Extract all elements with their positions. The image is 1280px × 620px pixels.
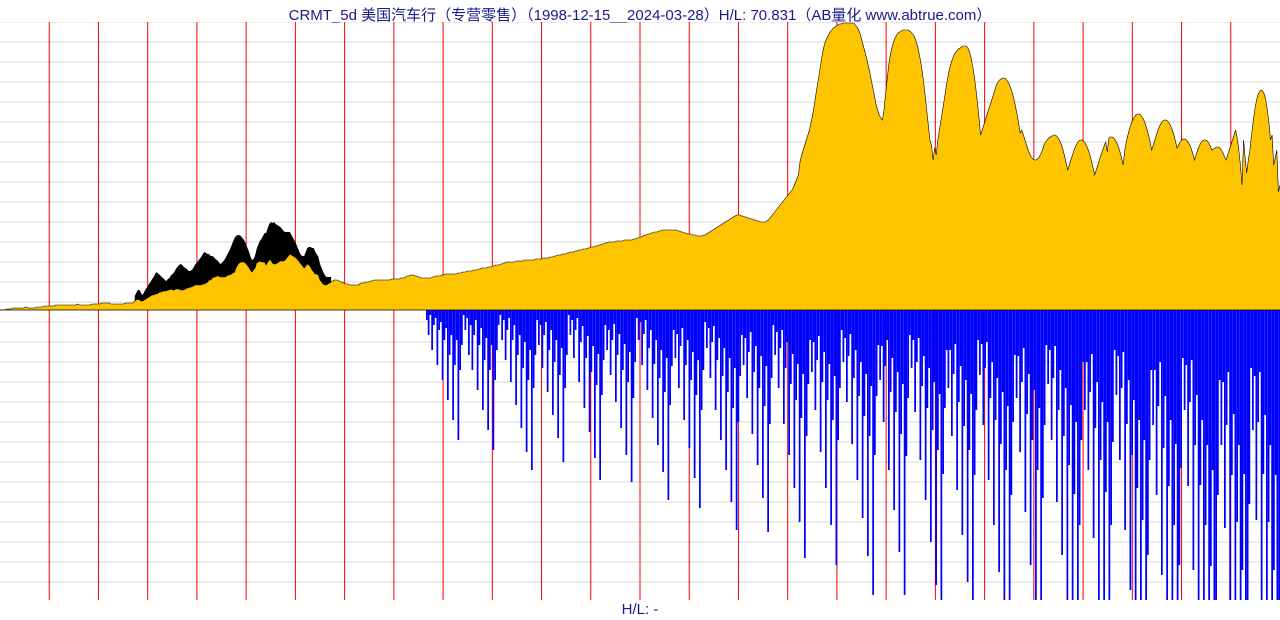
chart-footer: H/L: - — [0, 601, 1280, 618]
price-chart — [0, 22, 1280, 600]
